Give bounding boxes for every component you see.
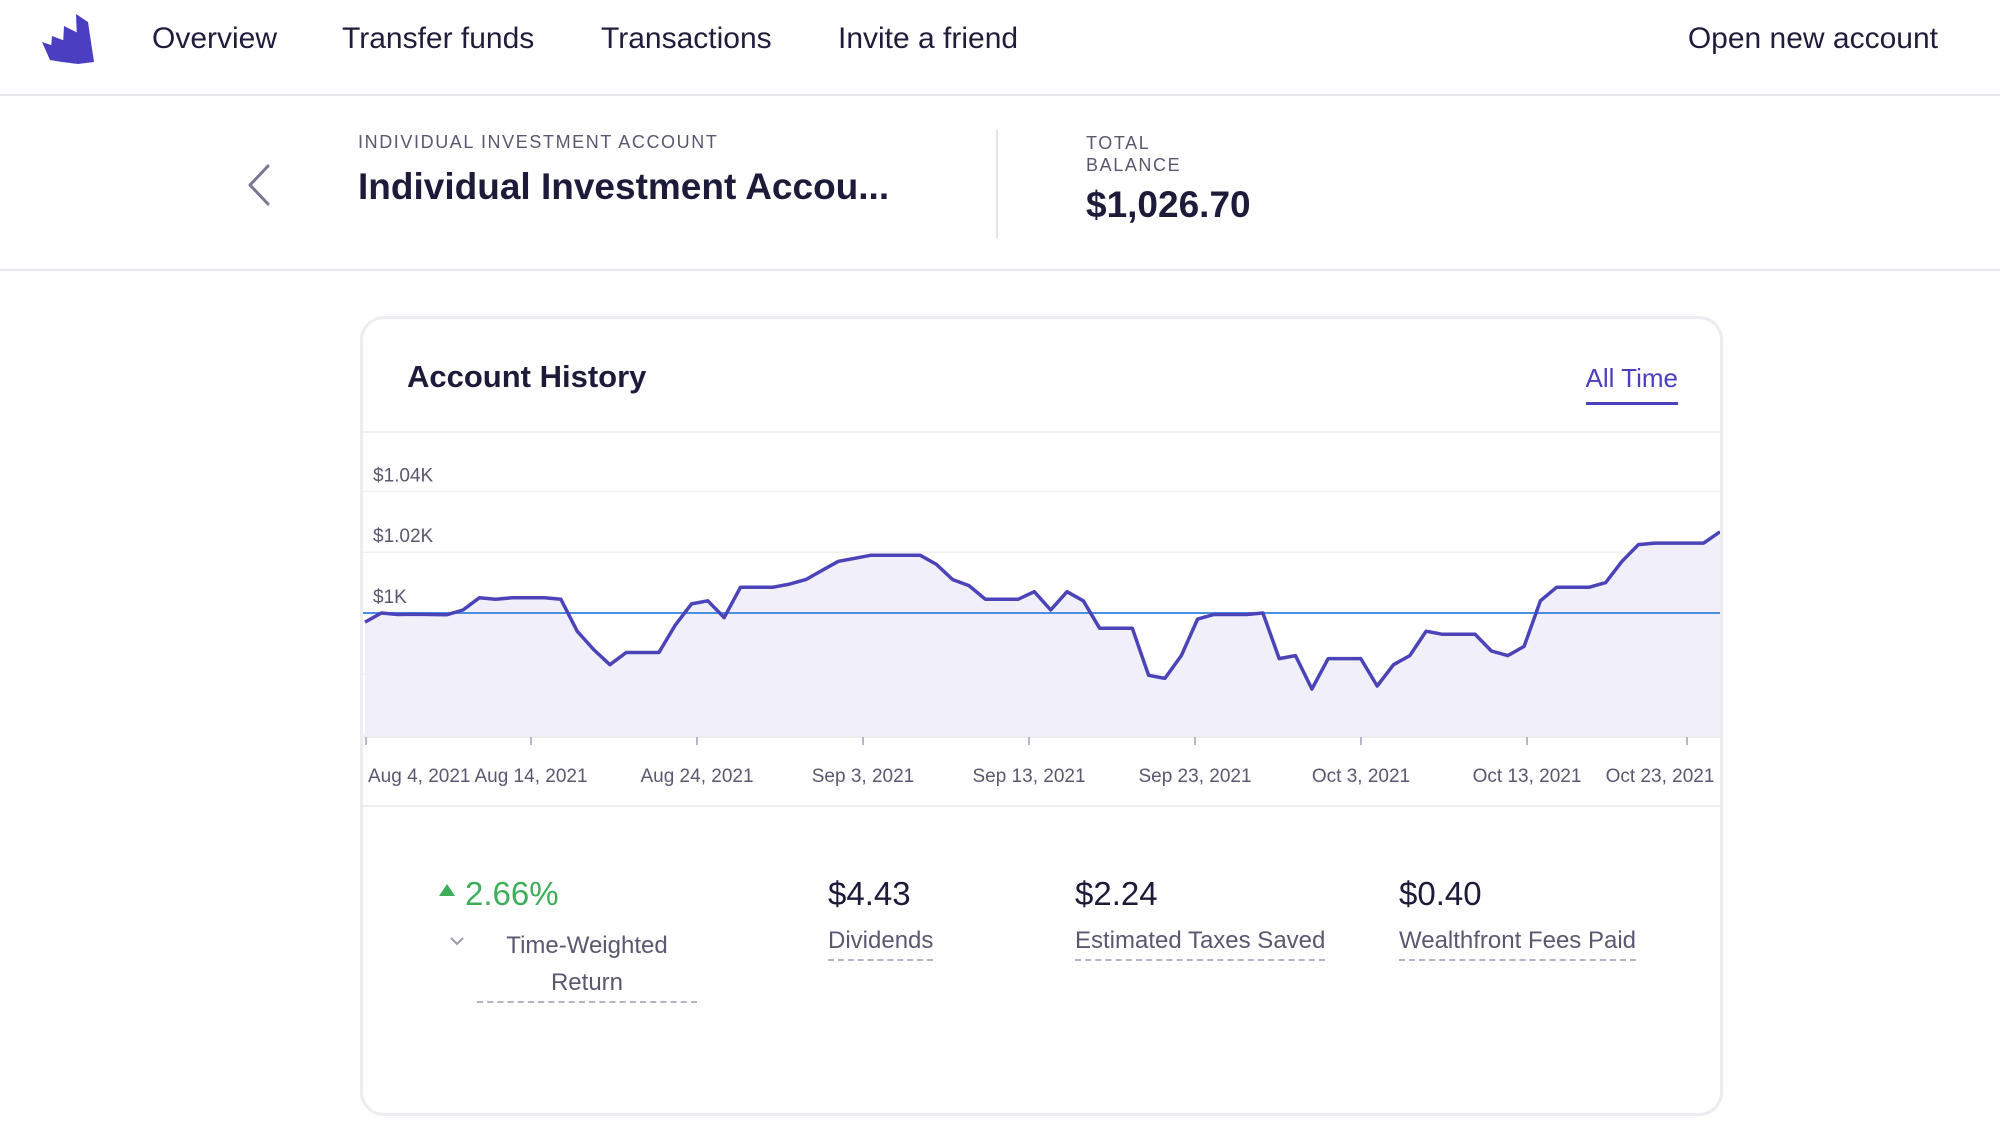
- card-divider: [363, 431, 1720, 433]
- total-balance-label: TOTAL BALANCE: [1086, 133, 1182, 175]
- taxes-saved-label[interactable]: Estimated Taxes Saved: [1075, 927, 1326, 961]
- twr-value-row: 2.66%: [439, 875, 697, 913]
- stat-time-weighted-return: 2.66% Time-Weighted Return: [439, 875, 697, 1003]
- card-title: Account History: [407, 359, 647, 394]
- x-tick-label: Sep 23, 2021: [1138, 766, 1251, 787]
- twr-value: 2.66%: [465, 875, 559, 912]
- y-tick-label: $1K: [373, 587, 407, 608]
- area-fill: [365, 531, 1720, 737]
- range-tab-all-time[interactable]: All Time: [1585, 363, 1678, 405]
- top-nav: Overview Transfer funds Transactions Inv…: [0, 0, 2000, 96]
- account-history-card: Account History All Time $1.04K $1.02K $1K…: [360, 316, 1723, 1116]
- back-chevron-icon[interactable]: [238, 158, 282, 212]
- x-tick-label: Oct 13, 2021: [1473, 766, 1582, 787]
- x-tick-label: Oct 23, 2021: [1606, 766, 1715, 787]
- y-tick-label: $1.02K: [373, 526, 434, 547]
- chevron-down-icon[interactable]: [449, 935, 465, 947]
- total-balance-value: $1,026.70: [1086, 184, 1251, 225]
- stat-estimated-taxes-saved: $2.24 Estimated Taxes Saved: [1075, 875, 1326, 961]
- x-tick-label: Aug 24, 2021: [640, 766, 753, 787]
- stat-dividends: $4.43 Dividends: [828, 875, 934, 961]
- wealthfront-logo-icon[interactable]: [40, 12, 96, 64]
- dividends-label[interactable]: Dividends: [828, 927, 934, 961]
- dividends-value: $4.43: [828, 875, 911, 912]
- series-line: [364, 530, 1720, 691]
- account-type-label: INDIVIDUAL INVESTMENT ACCOUNT: [358, 132, 719, 152]
- fees-paid-label[interactable]: Wealthfront Fees Paid: [1399, 927, 1637, 961]
- nav-overview[interactable]: Overview: [152, 22, 278, 55]
- card-divider: [363, 805, 1720, 807]
- account-title: Individual Investment Accou...: [358, 166, 890, 207]
- twr-label[interactable]: Time-Weighted Return: [477, 927, 697, 1003]
- nav-transfer-funds[interactable]: Transfer funds: [342, 22, 535, 55]
- x-tick-label: Sep 13, 2021: [972, 766, 1085, 787]
- fees-paid-value: $0.40: [1399, 875, 1482, 912]
- open-new-account-link[interactable]: Open new account: [1687, 22, 1938, 55]
- account-header: INDIVIDUAL INVESTMENT ACCOUNT Individual…: [0, 96, 2000, 271]
- taxes-saved-value: $2.24: [1075, 875, 1158, 912]
- twr-label-row: Time-Weighted Return: [439, 927, 697, 1003]
- x-tick-label: Oct 3, 2021: [1312, 766, 1410, 787]
- x-tick-label: Sep 3, 2021: [812, 766, 914, 787]
- stat-wealthfront-fees-paid: $0.40 Wealthfront Fees Paid: [1399, 875, 1637, 961]
- y-tick-label: $1.04K: [373, 465, 434, 486]
- nav-invite-a-friend[interactable]: Invite a friend: [838, 22, 1019, 55]
- x-tick-label: Aug 14, 2021: [474, 766, 587, 787]
- header-divider: [996, 130, 998, 238]
- x-tick-label: Aug 4, 2021: [368, 766, 470, 787]
- nav-transactions[interactable]: Transactions: [601, 22, 772, 55]
- up-arrow-icon: [439, 884, 455, 896]
